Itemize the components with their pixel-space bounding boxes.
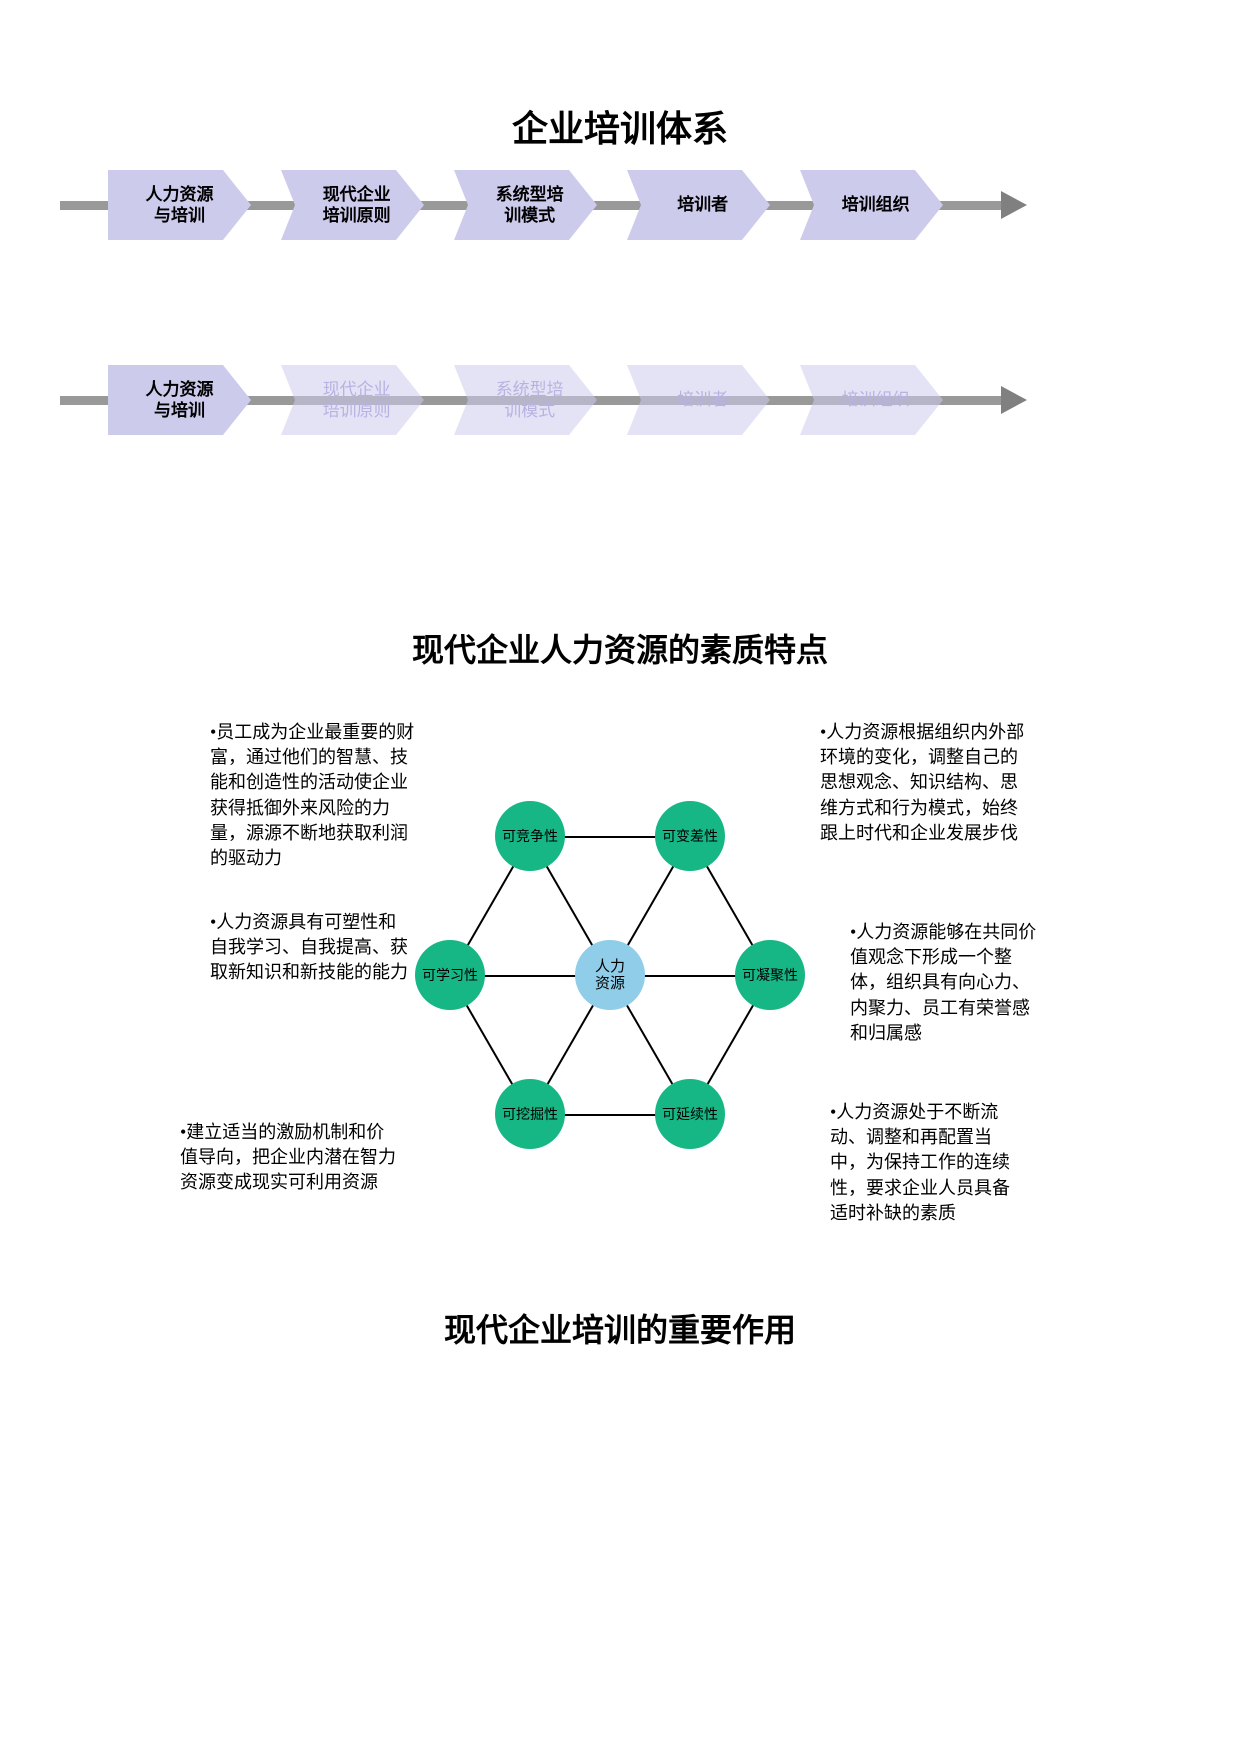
chevron-item: 培训组织 [800, 365, 943, 435]
radial-node-competitive: 可竞争性 [495, 801, 565, 871]
radial-diagram: 可竞争性 可变差性可凝聚性可延续性 可挖掘性可学习性 人力 资源 [400, 765, 820, 1195]
radial-node-digging: 可挖掘性 [495, 1079, 565, 1149]
chevron-label: 培训者 [645, 389, 760, 410]
chevron-item: 人力资源 与培训 [108, 170, 251, 240]
chevron-label: 系统型培 训模式 [472, 184, 587, 227]
radial-node-continuous: 可延续性 [655, 1079, 725, 1149]
page-title: 企业培训体系 [0, 100, 1240, 152]
chevron-label: 人力资源 与培训 [122, 184, 237, 227]
chevron-item: 培训组织 [800, 170, 943, 240]
chevron-label: 培训组织 [818, 389, 933, 410]
radial-node-cohesive: 可凝聚性 [735, 940, 805, 1010]
section-title-importance: 现代企业培训的重要作用 [0, 1305, 1240, 1351]
arrowhead-icon [1001, 191, 1027, 219]
section-title-qualities: 现代企业人力资源的素质特点 [0, 625, 1240, 671]
desc-digging: •建立适当的激励机制和价值导向，把企业内潜在智力资源变成现实可利用资源 [180, 1120, 400, 1196]
chevron-row-0: 人力资源 与培训 现代企业 培训原则 系统型培 训模式 培训者 培训组织 [0, 170, 1240, 250]
radial-node-learning: 可学习性 [415, 940, 485, 1010]
chevron-label: 现代企业 培训原则 [299, 184, 414, 227]
chevron-item: 现代企业 培训原则 [281, 170, 424, 240]
chevron-item: 人力资源 与培训 [108, 365, 251, 435]
desc-continuous: •人力资源处于不断流动、调整和再配置当中，为保持工作的连续性，要求企业人员具备适… [830, 1100, 1020, 1226]
desc-variable: •人力资源根据组织内外部环境的变化，调整自己的思想观念、知识结构、思维方式和行为… [820, 720, 1030, 846]
chevron-item: 现代企业 培训原则 [281, 365, 424, 435]
chevron-item: 培训者 [627, 170, 770, 240]
chevron-item: 系统型培 训模式 [454, 365, 597, 435]
chevron-label: 培训组织 [818, 194, 933, 215]
desc-cohesive: •人力资源能够在共同价值观念下形成一个整体，组织具有向心力、内聚力、员工有荣誉感… [850, 920, 1040, 1046]
desc-competitive: •员工成为企业最重要的财富，通过他们的智慧、技能和创造性的活动使企业获得抵御外来… [210, 720, 420, 871]
desc-learning: •人力资源具有可塑性和自我学习、自我提高、获取新知识和新技能的能力 [210, 910, 410, 986]
chevron-item: 系统型培 训模式 [454, 170, 597, 240]
chevron-label: 系统型培 训模式 [472, 379, 587, 422]
chevron-label: 培训者 [645, 194, 760, 215]
chevron-label: 现代企业 培训原则 [299, 379, 414, 422]
arrowhead-icon [1001, 386, 1027, 414]
chevron-item: 培训者 [627, 365, 770, 435]
radial-center: 人力 资源 [575, 940, 645, 1010]
chevron-row-1: 人力资源 与培训 现代企业 培训原则 系统型培 训模式 培训者 培训组织 [0, 365, 1240, 445]
chevron-label: 人力资源 与培训 [122, 379, 237, 422]
radial-node-variable: 可变差性 [655, 801, 725, 871]
